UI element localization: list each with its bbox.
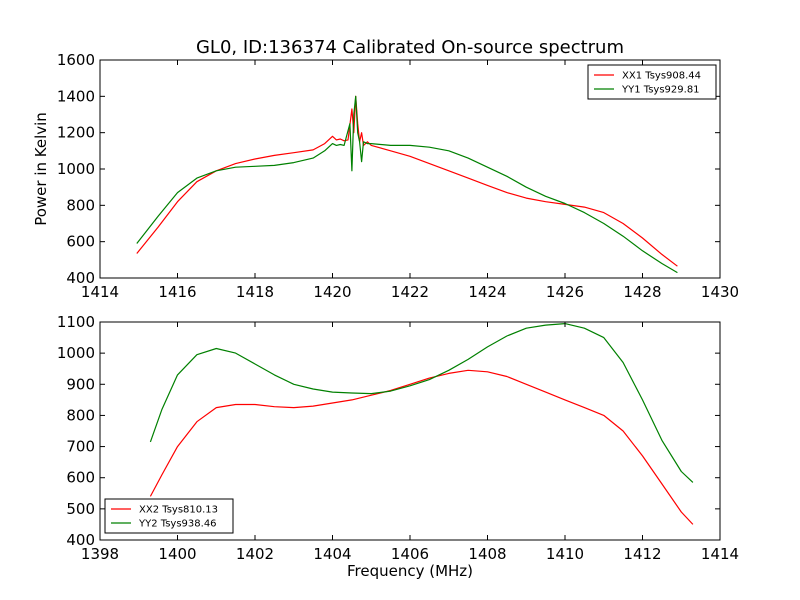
legend-box [587,64,717,100]
x-tick-label: 1414 [701,545,739,563]
legend-entry-label: YY2 Tsys938.46 [138,519,217,530]
y-tick-label: 800 [66,406,95,424]
x-tick-label: 1428 [623,283,661,301]
y-tick-label: 500 [66,500,95,518]
legend-entry-label: YY1 Tsys929.81 [621,85,700,96]
x-tick-label: 1404 [313,545,351,563]
x-tick-label: 1418 [236,283,274,301]
x-tick-label: 1408 [468,545,506,563]
x-tick-label: 1400 [158,545,196,563]
y-tick-label: 1600 [57,51,95,69]
y-tick-label: 1200 [57,124,95,142]
x-tick-label: 1414 [81,283,119,301]
x-tick-label: 1422 [391,283,429,301]
legend: XX1 Tsys908.44 YY1 Tsys929.81 [587,64,717,100]
legend-box [104,498,234,534]
series-line-2 [149,323,694,483]
x-tick-label: 1416 [158,283,196,301]
y-tick-label: 900 [66,375,95,393]
y-tick-label: 1100 [57,313,95,331]
y-tick-label: 400 [66,531,95,549]
y-tick-label: 700 [66,438,95,456]
x-tick-label: 1406 [391,545,429,563]
x-tick-label: 1402 [236,545,274,563]
y-tick-label: 600 [66,233,95,251]
x-tick-label: 1410 [546,545,584,563]
x-tick-label: 1424 [468,283,506,301]
x-axis-label: Frequency (MHz) [347,562,473,580]
x-tick-label: 1426 [546,283,584,301]
y-tick-label: 1000 [57,344,95,362]
x-tick-label: 1430 [701,283,739,301]
y-tick-label: 800 [66,196,95,214]
bottom-spectrum-panel: 1398 1400 1402 1404 1406 1408 1410 1412 1414 400 5… [57,313,739,563]
y-tick-label: 600 [66,469,95,487]
series-line-1 [149,369,694,525]
x-tick-label: 1420 [313,283,351,301]
legend: XX2 Tsys810.13 YY2 Tsys938.46 [104,498,234,534]
y-tick-label: 1000 [57,160,95,178]
series-line-2 [136,95,678,274]
y-tick-label: 400 [66,269,95,287]
x-tick-label: 1398 [81,545,119,563]
y-axis-label: Power in Kelvin [32,112,50,226]
legend-entry-label: XX2 Tsys810.13 [139,505,218,516]
top-spectrum-panel: 1414 1416 1418 1420 1422 1424 1426 1428 1430 400 6… [57,51,739,301]
x-tick-label: 1412 [623,545,661,563]
y-tick-label: 1400 [57,87,95,105]
figure-title: GL0, ID:136374 Calibrated On-source spec… [196,37,624,58]
legend-entry-label: XX1 Tsys908.44 [622,71,701,82]
